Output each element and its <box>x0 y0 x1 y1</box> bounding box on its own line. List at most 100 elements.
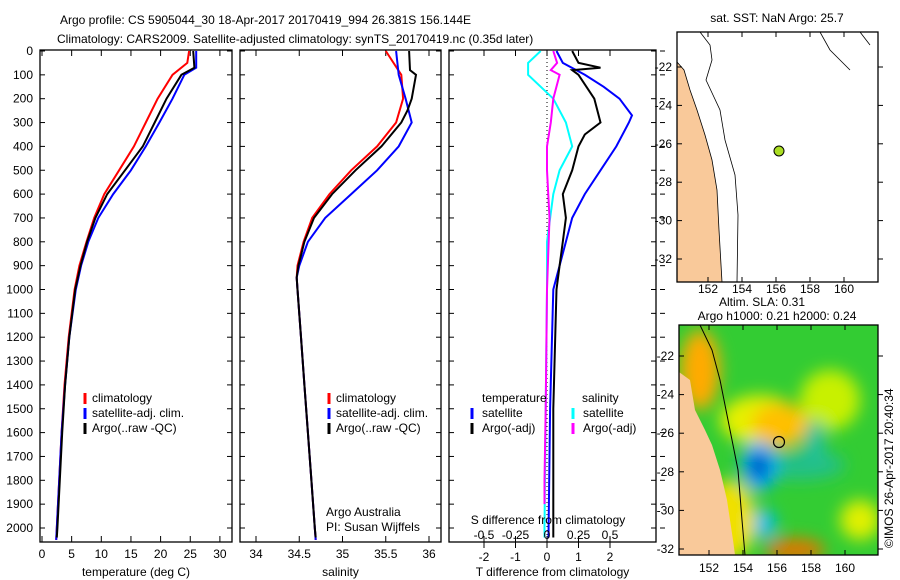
x-axis-label: T difference from climatology <box>476 565 630 579</box>
lat-tick-label: -28 <box>655 175 673 189</box>
series-line-climatology <box>295 50 405 540</box>
lon-tick-label: 156 <box>767 561 787 575</box>
lat-tick-label: -28 <box>657 465 675 479</box>
depth-tick-label: 1900 <box>6 497 33 511</box>
lon-tick-label: 160 <box>834 282 854 296</box>
depth-tick-label: 700 <box>13 211 33 225</box>
lat-tick-label: -24 <box>657 388 675 402</box>
depth-tick-label: 1200 <box>6 330 33 344</box>
sla-map-title: Altim. SLA: 0.31 <box>719 295 805 309</box>
depth-tick-label: 100 <box>13 68 33 82</box>
legend-label: Argo(-adj) <box>583 421 636 435</box>
lat-tick-label: -26 <box>655 137 673 151</box>
depth-tick-label: 1500 <box>6 402 33 416</box>
depth-tick-label: 500 <box>13 163 33 177</box>
x-tick-label: 5 <box>68 547 75 561</box>
profile-panel-3: -2 -1 0 1 2T difference from climatology temp… <box>448 49 665 579</box>
x-tick-label: 0 <box>39 547 46 561</box>
legend-label: Argo(..raw -QC) <box>92 421 177 435</box>
profile-panel-1: 0 5 10 15 20 25 30 temperature (deg C) 0 100 200 30… <box>6 44 233 579</box>
x-tick-label: -1 <box>510 550 521 564</box>
title-line-2: Climatology: CARS2009. Satellite-adjuste… <box>57 32 533 46</box>
legend-title-salinity: salinity <box>582 391 619 405</box>
x-tick-label: 10 <box>95 547 109 561</box>
pi-text: PI: Susan Wijffels <box>326 520 420 534</box>
panel-frame <box>448 49 657 543</box>
series-line-climatology <box>55 50 191 540</box>
x-tick-label: 35 <box>336 547 350 561</box>
depth-tick-label: 400 <box>13 139 33 153</box>
lat-tick-label: -26 <box>657 426 675 440</box>
series-line-argo-raw-qc- <box>55 50 196 538</box>
sla-map-subtitle: Argo h1000: 0.21 h2000: 0.24 <box>698 309 857 323</box>
imos-timestamp: ©IMOS 26-Apr-2017 20:40:34 <box>882 388 896 548</box>
series-line-s-argo-adj- <box>543 50 561 505</box>
argo-float-marker-map1 <box>773 145 785 157</box>
x-tick-label: -2 <box>479 550 490 564</box>
sla-heatmap <box>679 325 878 555</box>
map-panel-1: 152 154 156 158 160 -22 -24 -26 -28 -30 -32 sat. SS… <box>655 11 883 296</box>
map-frame <box>678 324 879 556</box>
lat-tick-label: -32 <box>655 252 673 266</box>
s-axis-label: S difference from climatology <box>471 513 626 527</box>
depth-tick-label: 1400 <box>6 378 33 392</box>
lat-tick-label: -30 <box>655 214 673 228</box>
depth-tick-label: 800 <box>13 235 33 249</box>
lon-tick-label: 154 <box>733 561 753 575</box>
series-line-t-argo-adj- <box>552 50 602 538</box>
series-line-satellite-adj-clim- <box>55 51 198 540</box>
x-tick-label: 34 <box>249 547 263 561</box>
depth-tick-label: 1800 <box>6 473 33 487</box>
map-panel-2: 152 154 156 158 160 -22 -24 -26 -28 -30 -32 Altim. … <box>657 295 883 575</box>
x-axis-label: temperature (deg C) <box>82 565 190 579</box>
map-frame <box>676 31 879 283</box>
legend-label: satellite-adj. clim. <box>92 406 184 420</box>
x-axis-label: salinity <box>322 565 359 579</box>
land-australia-map1 <box>677 61 723 282</box>
x-tick-label: 0 <box>544 550 551 564</box>
depth-tick-label: 1000 <box>6 283 33 297</box>
series-line-t-satellite <box>547 50 634 538</box>
depth-tick-label: 900 <box>13 259 33 273</box>
legend-label: satellite <box>583 406 624 420</box>
depth-tick-label: 1600 <box>6 426 33 440</box>
x-tick-label: 35.5 <box>374 547 398 561</box>
profile-panel-2: 34 34.5 35 35.5 36 salinity climatologysatelli… <box>239 49 442 579</box>
legend-label: climatology <box>92 391 152 405</box>
series-line-argo-raw-qc- <box>295 50 418 538</box>
depth-tick-label: 1300 <box>6 354 33 368</box>
x-tick-label: 20 <box>154 547 168 561</box>
x-tick-label: 34.5 <box>288 547 312 561</box>
lon-tick-label: 156 <box>766 282 786 296</box>
argo-float-marker-map2 <box>772 435 786 449</box>
x-tick-label: 30 <box>213 547 227 561</box>
lat-tick-label: -24 <box>655 98 673 112</box>
depth-tick-label: 600 <box>13 187 33 201</box>
x-tick-label: 15 <box>124 547 138 561</box>
depth-tick-label: 2000 <box>6 521 33 535</box>
lat-tick-label: -30 <box>657 503 675 517</box>
depth-tick-label: 300 <box>13 116 33 130</box>
lon-tick-label: 152 <box>698 282 718 296</box>
lat-tick-label: -22 <box>657 349 675 363</box>
title-line-1: Argo profile: CS 5905044_30 18-Apr-2017 … <box>60 13 471 27</box>
sst-map <box>677 32 878 282</box>
s-tick-label: 0.5 <box>602 528 619 542</box>
legend-label: satellite <box>482 406 523 420</box>
s-tick-label: 0 <box>544 528 551 542</box>
land-australia-map2 <box>679 372 735 555</box>
sst-map-title: sat. SST: NaN Argo: 25.7 <box>710 11 844 25</box>
lon-tick-label: 158 <box>800 282 820 296</box>
s-tick-label: -0.25 <box>502 528 530 542</box>
lon-tick-label: 152 <box>699 561 719 575</box>
lat-tick-label: -32 <box>657 542 675 556</box>
credit-text: Argo Australia <box>326 505 401 519</box>
depth-tick-label: 1100 <box>7 306 33 320</box>
legend-label: Argo(..raw -QC) <box>336 421 421 435</box>
x-tick-label: 36 <box>422 547 436 561</box>
lon-tick-label: 154 <box>732 282 752 296</box>
s-tick-label: 0.25 <box>567 528 591 542</box>
panel-frame <box>239 49 442 543</box>
